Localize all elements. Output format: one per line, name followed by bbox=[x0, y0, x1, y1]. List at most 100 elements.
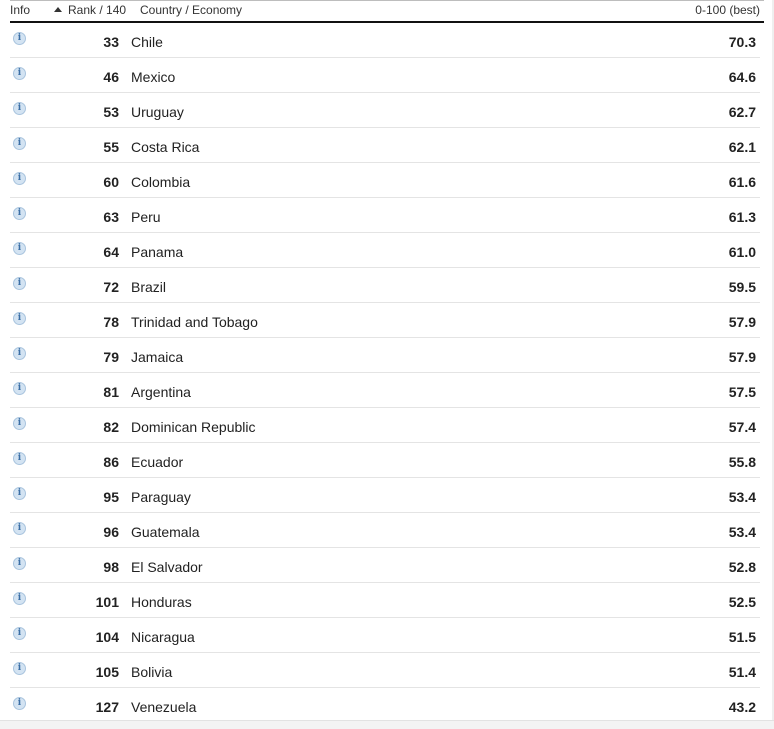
info-icon[interactable]: i bbox=[13, 242, 26, 255]
info-icon[interactable]: i bbox=[13, 102, 26, 115]
score-value: 64.6 bbox=[728, 69, 756, 85]
info-icon[interactable]: i bbox=[13, 487, 26, 500]
rank-value: 63 bbox=[103, 209, 119, 225]
score-value: 57.5 bbox=[728, 384, 756, 400]
info-icon[interactable]: i bbox=[13, 277, 26, 290]
table-row: i 98 El Salvador 52.8 bbox=[10, 548, 760, 583]
country-name: Costa Rica bbox=[131, 139, 200, 155]
country-name: El Salvador bbox=[131, 559, 203, 575]
score-value: 61.0 bbox=[728, 244, 756, 260]
rank-value: 86 bbox=[103, 454, 119, 470]
rank-value: 95 bbox=[103, 489, 119, 505]
score-value: 61.3 bbox=[728, 209, 756, 225]
table-header: Info Rank / 140 Country / Economy 0-100 … bbox=[10, 0, 764, 23]
score-value: 57.9 bbox=[728, 314, 756, 330]
score-value: 59.5 bbox=[728, 279, 756, 295]
score-value: 57.9 bbox=[728, 349, 756, 365]
country-name: Chile bbox=[131, 34, 163, 50]
info-icon[interactable]: i bbox=[13, 662, 26, 675]
rank-value: 96 bbox=[103, 524, 119, 540]
info-icon[interactable]: i bbox=[13, 207, 26, 220]
score-value: 51.4 bbox=[728, 664, 756, 680]
score-value: 52.5 bbox=[728, 594, 756, 610]
rank-value: 78 bbox=[103, 314, 119, 330]
table-row: i 82 Dominican Republic 57.4 bbox=[10, 408, 760, 443]
rank-value: 105 bbox=[95, 664, 119, 680]
info-icon[interactable]: i bbox=[13, 347, 26, 360]
table-row: i 101 Honduras 52.5 bbox=[10, 583, 760, 618]
rank-value: 60 bbox=[103, 174, 119, 190]
country-column-header[interactable]: Country / Economy bbox=[140, 3, 243, 17]
table-row: i 81 Argentina 57.5 bbox=[10, 373, 760, 408]
rank-value: 127 bbox=[95, 699, 119, 715]
rank-column-header[interactable]: Rank / 140 bbox=[54, 3, 126, 17]
table-row: i 55 Costa Rica 62.1 bbox=[10, 128, 760, 163]
country-name: Ecuador bbox=[131, 454, 184, 470]
score-value: 70.3 bbox=[728, 34, 756, 50]
info-icon[interactable]: i bbox=[13, 697, 26, 710]
rank-value: 81 bbox=[103, 384, 119, 400]
info-icon[interactable]: i bbox=[13, 557, 26, 570]
table-row: i 105 Bolivia 51.4 bbox=[10, 653, 760, 688]
info-icon[interactable]: i bbox=[13, 522, 26, 535]
score-value: 61.6 bbox=[728, 174, 756, 190]
table-row: i 64 Panama 61.0 bbox=[10, 233, 760, 268]
info-column-header[interactable]: Info bbox=[10, 3, 31, 17]
rank-value: 101 bbox=[95, 594, 119, 610]
rank-value: 104 bbox=[95, 629, 119, 645]
info-icon[interactable]: i bbox=[13, 172, 26, 185]
table-row: i 53 Uruguay 62.7 bbox=[10, 93, 760, 128]
country-name: Mexico bbox=[131, 69, 176, 85]
score-value: 51.5 bbox=[728, 629, 756, 645]
info-icon[interactable]: i bbox=[13, 592, 26, 605]
rank-value: 98 bbox=[103, 559, 119, 575]
score-value: 52.8 bbox=[728, 559, 756, 575]
score-column-header[interactable]: 0-100 (best) bbox=[695, 3, 760, 17]
country-name: Brazil bbox=[131, 279, 167, 295]
info-icon[interactable]: i bbox=[13, 382, 26, 395]
rank-value: 33 bbox=[103, 34, 119, 50]
country-name: Paraguay bbox=[131, 489, 191, 505]
table-row: i 46 Mexico 64.6 bbox=[10, 58, 760, 93]
info-icon[interactable]: i bbox=[13, 627, 26, 640]
score-value: 62.1 bbox=[728, 139, 756, 155]
info-icon[interactable]: i bbox=[13, 137, 26, 150]
country-name: Dominican Republic bbox=[131, 419, 256, 435]
table-row: i 104 Nicaragua 51.5 bbox=[10, 618, 760, 653]
country-name: Argentina bbox=[131, 384, 191, 400]
country-name: Colombia bbox=[131, 174, 191, 190]
info-icon[interactable]: i bbox=[13, 67, 26, 80]
table-row: i 63 Peru 61.3 bbox=[10, 198, 760, 233]
page-bottom-edge bbox=[0, 720, 774, 729]
table-row: i 60 Colombia 61.6 bbox=[10, 163, 760, 198]
country-name: Panama bbox=[131, 244, 184, 260]
table-row: i 127 Venezuela 43.2 bbox=[10, 688, 760, 722]
rank-column-label[interactable]: Rank / 140 bbox=[68, 3, 127, 17]
table-row: i 95 Paraguay 53.4 bbox=[10, 478, 760, 513]
sort-ascending-icon[interactable] bbox=[54, 6, 62, 12]
country-name: Jamaica bbox=[131, 349, 184, 365]
country-name: Venezuela bbox=[131, 699, 197, 715]
table-row: i 86 Ecuador 55.8 bbox=[10, 443, 760, 478]
country-name: Bolivia bbox=[131, 664, 173, 680]
info-icon[interactable]: i bbox=[13, 312, 26, 325]
table-row: i 96 Guatemala 53.4 bbox=[10, 513, 760, 548]
score-value: 55.8 bbox=[728, 454, 756, 470]
country-name: Guatemala bbox=[131, 524, 200, 540]
score-value: 43.2 bbox=[728, 699, 756, 715]
country-name: Trinidad and Tobago bbox=[131, 314, 258, 330]
score-value: 62.7 bbox=[728, 104, 756, 120]
rank-value: 46 bbox=[103, 69, 119, 85]
country-name: Peru bbox=[131, 209, 161, 225]
rank-value: 72 bbox=[103, 279, 119, 295]
table-body: i 33 Chile 70.3 i 46 Mexico 64.6 i 53 Ur… bbox=[10, 23, 760, 722]
country-name: Nicaragua bbox=[131, 629, 195, 645]
rank-value: 82 bbox=[103, 419, 119, 435]
info-icon[interactable]: i bbox=[13, 417, 26, 430]
table-row: i 72 Brazil 59.5 bbox=[10, 268, 760, 303]
rank-value: 55 bbox=[103, 139, 119, 155]
info-icon[interactable]: i bbox=[13, 32, 26, 45]
info-icon[interactable]: i bbox=[13, 452, 26, 465]
rank-value: 64 bbox=[103, 244, 119, 260]
